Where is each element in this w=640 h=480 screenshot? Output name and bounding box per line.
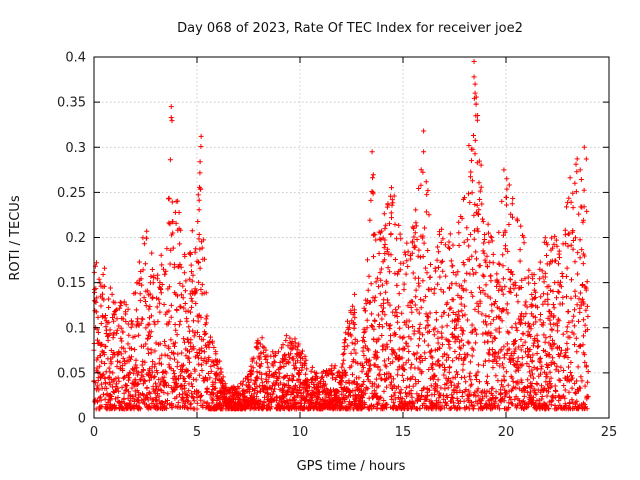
data-point	[472, 81, 478, 87]
x-tick-label: 20	[498, 425, 515, 440]
data-point	[421, 128, 427, 134]
data-point	[198, 133, 204, 139]
chart-title: Day 068 of 2023, Rate Of TEC Index for r…	[177, 21, 523, 36]
y-tick-label: 0.35	[57, 96, 86, 111]
data-point	[421, 149, 427, 155]
y-tick-label: 0.2	[65, 231, 86, 246]
data-point	[471, 59, 477, 65]
x-axis-title: GPS time / hours	[297, 459, 406, 474]
data-point	[369, 149, 375, 155]
y-tick-label: 0.25	[57, 186, 86, 201]
y-axis-title: ROTI / TECUs	[8, 195, 23, 280]
data-point	[472, 90, 478, 96]
y-tick-label: 0.4	[65, 51, 86, 66]
data-point	[352, 291, 358, 297]
x-axis: 0 5 10 15 20 25	[90, 57, 617, 440]
y-tick-label: 0.1	[65, 321, 86, 336]
x-tick-label: 15	[395, 425, 412, 440]
data-points	[91, 59, 591, 412]
x-tick-label: 5	[193, 425, 201, 440]
data-point	[583, 156, 589, 162]
data-point	[471, 74, 477, 80]
roti-scatter-cloud	[91, 94, 591, 412]
x-tick-label: 25	[601, 425, 618, 440]
y-axis: 0 0.05 0.1 0.15 0.2 0.25 0.3 0.35 0.4	[57, 51, 609, 427]
data-point	[197, 159, 203, 165]
y-tick-label: 0.05	[57, 366, 86, 381]
y-tick-label: 0	[78, 412, 86, 427]
data-point	[168, 104, 174, 110]
data-point	[168, 114, 174, 120]
x-tick-label: 0	[90, 425, 98, 440]
x-tick-label: 10	[292, 425, 309, 440]
data-point	[581, 144, 587, 150]
data-point	[466, 142, 472, 148]
y-tick-label: 0.15	[57, 276, 86, 291]
y-tick-label: 0.3	[65, 141, 86, 156]
data-point	[501, 167, 507, 173]
data-point	[217, 358, 223, 364]
